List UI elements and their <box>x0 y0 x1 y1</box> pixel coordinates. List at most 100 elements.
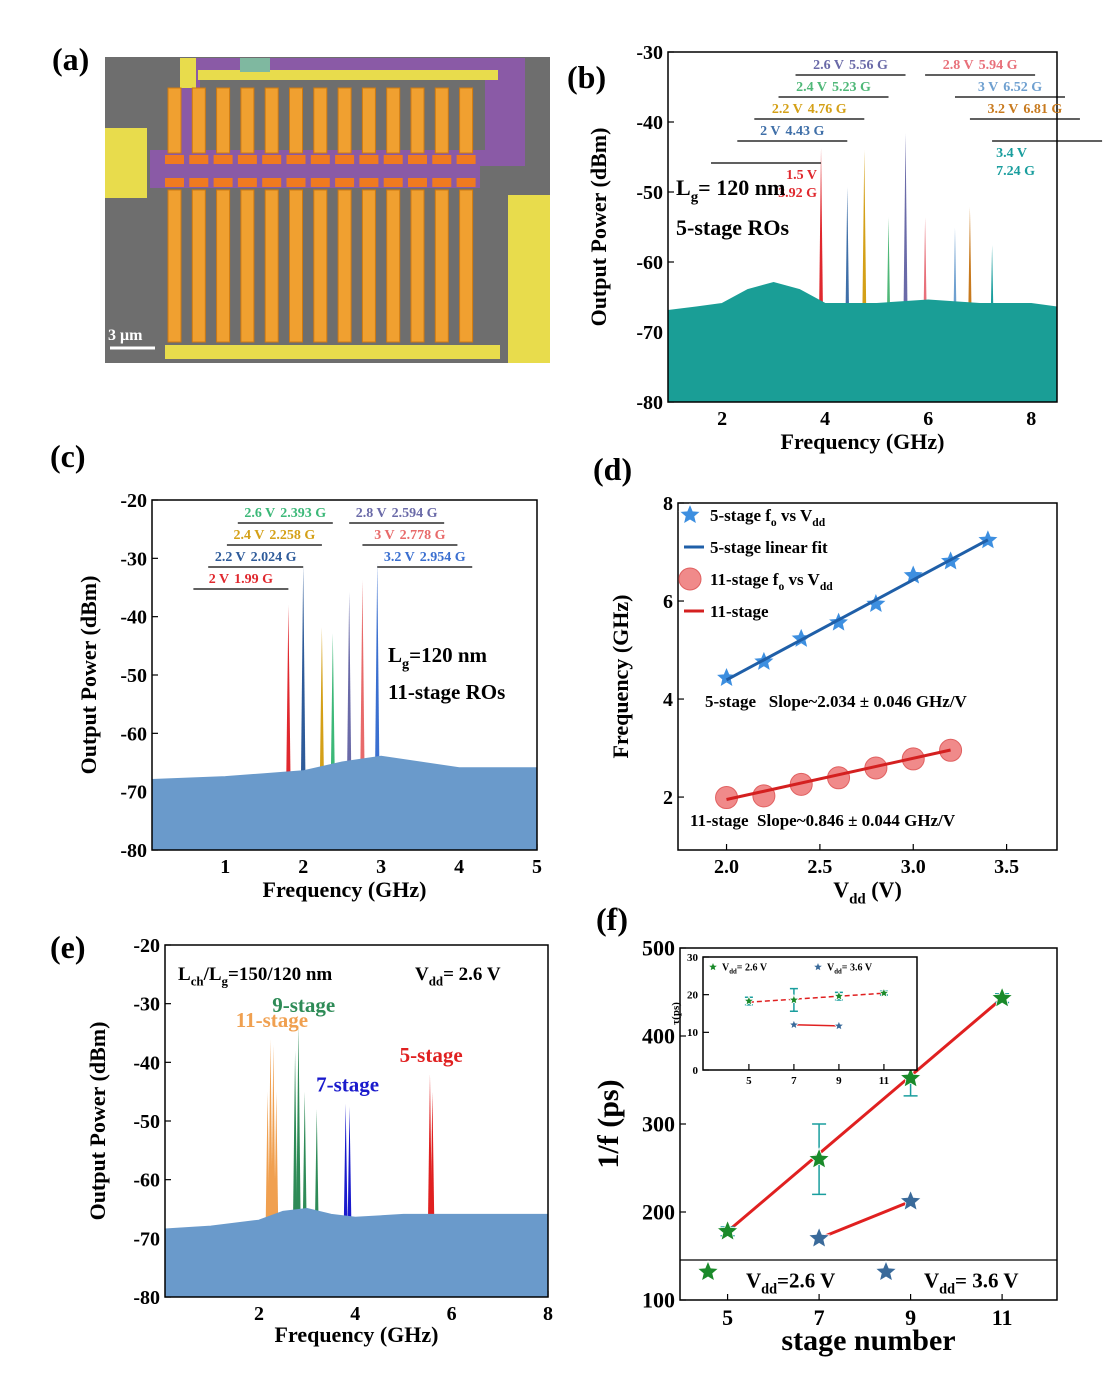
y-tick-label: 6 <box>663 591 673 613</box>
micrograph-shape <box>459 87 474 154</box>
peak-label: 3 V 6.52 G <box>978 80 1042 95</box>
y-tick-label: 20 <box>687 990 699 1002</box>
micrograph-shape <box>180 58 196 88</box>
legend-label: Vdd= 3.6 V <box>827 963 873 976</box>
y-tick-label: -50 <box>133 1111 160 1133</box>
y-tick-label: -70 <box>133 1228 160 1250</box>
micrograph-shape <box>216 189 231 343</box>
fit-line <box>818 1200 912 1240</box>
micrograph-shape <box>337 87 352 154</box>
peak-frequency: 4.43 G <box>786 124 825 139</box>
legend-label: Vdd=2.6 V <box>746 1268 835 1297</box>
text-part: L <box>388 643 402 667</box>
text-part: 5-stage Slope~2.034 ± 0.046 GHz/V <box>705 692 968 711</box>
peak-voltage: 2.8 V <box>943 58 974 73</box>
marker <box>864 591 888 614</box>
micrograph-shape <box>264 189 279 343</box>
y-tick-label: 30 <box>687 952 699 964</box>
axes-frame <box>667 51 1058 403</box>
text-part: = 120 nm <box>698 175 785 200</box>
y-tick-label: -60 <box>636 252 663 274</box>
text-part: (V) <box>866 877 902 902</box>
micrograph-shape <box>313 87 328 154</box>
text-part: L <box>178 964 191 985</box>
x-tick-label: 7 <box>814 1305 825 1330</box>
peak-voltage: 2.2 V <box>772 102 803 117</box>
peak-frequency: 5.94 G <box>979 58 1018 73</box>
annotation: Vdd= 2.6 V <box>415 964 501 989</box>
text-part: o <box>778 580 784 593</box>
y-axis-label: Frequency (GHz) <box>608 595 633 759</box>
micrograph-shape <box>361 87 376 154</box>
panel-label: (c) <box>50 438 86 474</box>
y-axis-label: Output Power (dBm) <box>586 128 611 327</box>
peak-frequency: 2.594 G <box>392 506 438 521</box>
peak-label: 2.2 V 2.024 G <box>215 550 297 565</box>
peak-label: 7.24 G <box>996 164 1035 179</box>
legend-marker <box>874 1259 898 1282</box>
x-tick-label: 2 <box>298 856 308 878</box>
panel-label: (e) <box>50 929 86 965</box>
x-tick-label: 4 <box>350 1303 360 1325</box>
marker <box>807 1226 831 1249</box>
legend-label: 11-stage <box>710 602 769 621</box>
text-part: =2.6 V <box>777 1268 835 1292</box>
micrograph-shape <box>240 58 270 72</box>
peak-label: 2.6 V 2.393 G <box>244 506 326 521</box>
peak-voltage: 3.2 V <box>384 550 415 565</box>
micrograph-shape <box>310 178 330 187</box>
y-tick-label: -40 <box>120 607 147 629</box>
text-part: 5-stage f <box>710 506 771 525</box>
peak-frequency: 5.23 G <box>832 80 871 95</box>
micrograph-shape <box>105 128 147 198</box>
noise-floor-fill <box>152 756 537 850</box>
noise-floor-fill <box>165 1209 548 1297</box>
peak-label: 2.4 V 5.23 G <box>796 80 871 95</box>
series-label: 11-stage <box>236 1008 308 1032</box>
text-part: V <box>722 963 730 974</box>
peak-voltage: 2 V <box>760 124 780 139</box>
micrograph-shape <box>508 195 550 363</box>
x-tick-label: 6 <box>447 1303 457 1325</box>
micrograph-shape <box>191 87 206 154</box>
peak-voltage: 2.6 V <box>244 506 275 521</box>
text-part: V <box>746 1268 761 1292</box>
legend-label: Vdd= 3.6 V <box>924 1268 1019 1297</box>
x-tick-label: 1 <box>220 856 230 878</box>
micrograph-shape <box>262 155 282 164</box>
peak-label: 2.8 V 2.594 G <box>356 506 438 521</box>
y-axis-label: τ(ps) <box>670 1002 682 1025</box>
panel-label: (a) <box>52 41 89 77</box>
micrograph-shape <box>313 189 328 343</box>
text-part: =120 nm <box>409 643 487 667</box>
x-tick-label: 11 <box>992 1305 1013 1330</box>
y-tick-label: -60 <box>133 1170 160 1192</box>
series-label: 5-stage <box>400 1043 463 1067</box>
marker <box>716 1219 739 1242</box>
legend-marker <box>696 1259 720 1282</box>
text-part: V <box>827 963 835 974</box>
noise-floor-fill <box>668 283 1057 402</box>
peak-label: 2 V 4.43 G <box>760 124 824 139</box>
micrograph-shape <box>408 178 427 187</box>
fit-line <box>725 538 989 682</box>
x-tick-label: 11 <box>879 1075 889 1087</box>
x-tick-label: 2 <box>717 408 727 430</box>
text-part: =150/120 nm <box>228 964 332 985</box>
panel-label: (f) <box>596 901 628 937</box>
legend-label: 5-stage fo vs Vdd <box>710 506 826 529</box>
x-tick-label: 2.0 <box>714 856 739 878</box>
text-part: dd <box>812 516 825 529</box>
peak-voltage: 2 V <box>209 572 229 587</box>
text-part: o <box>771 516 777 529</box>
annotation: Lg=120 nm <box>388 643 488 672</box>
text-part: 5-stage ROs <box>676 215 789 240</box>
axes-frame <box>151 499 538 851</box>
axes-frame <box>679 947 1058 1301</box>
x-tick-label: 5 <box>746 1075 752 1087</box>
legend-marker <box>678 567 702 591</box>
text-part: V <box>833 877 849 902</box>
peak-frequency: 2.258 G <box>269 528 315 543</box>
text-part: 11-stage Slope~0.846 ± 0.044 GHz/V <box>690 811 956 830</box>
